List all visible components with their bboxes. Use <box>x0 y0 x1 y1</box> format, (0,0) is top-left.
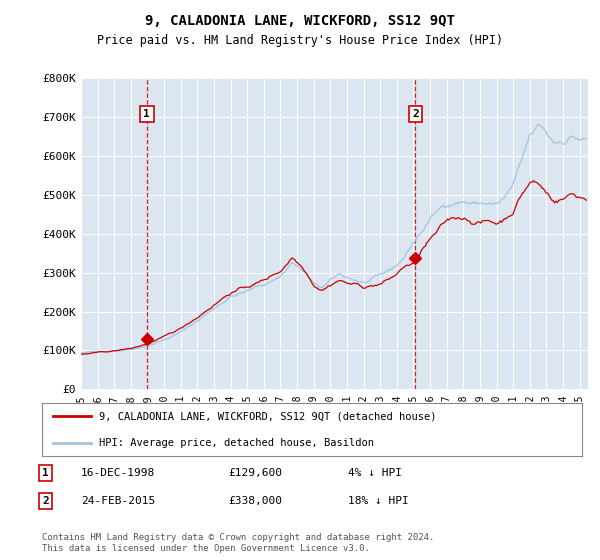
Text: 18% ↓ HPI: 18% ↓ HPI <box>348 496 409 506</box>
Text: 24-FEB-2015: 24-FEB-2015 <box>81 496 155 506</box>
Text: 1: 1 <box>143 109 150 119</box>
Text: HPI: Average price, detached house, Basildon: HPI: Average price, detached house, Basi… <box>98 438 374 448</box>
Text: 2: 2 <box>412 109 419 119</box>
Text: £129,600: £129,600 <box>228 468 282 478</box>
Text: 9, CALADONIA LANE, WICKFORD, SS12 9QT (detached house): 9, CALADONIA LANE, WICKFORD, SS12 9QT (d… <box>98 412 436 422</box>
Text: 1: 1 <box>42 468 49 478</box>
Text: 9, CALADONIA LANE, WICKFORD, SS12 9QT: 9, CALADONIA LANE, WICKFORD, SS12 9QT <box>145 14 455 28</box>
Text: 16-DEC-1998: 16-DEC-1998 <box>81 468 155 478</box>
Text: Contains HM Land Registry data © Crown copyright and database right 2024.
This d: Contains HM Land Registry data © Crown c… <box>42 533 434 553</box>
Text: 4% ↓ HPI: 4% ↓ HPI <box>348 468 402 478</box>
Text: 2: 2 <box>42 496 49 506</box>
Text: Price paid vs. HM Land Registry's House Price Index (HPI): Price paid vs. HM Land Registry's House … <box>97 34 503 46</box>
Text: £338,000: £338,000 <box>228 496 282 506</box>
